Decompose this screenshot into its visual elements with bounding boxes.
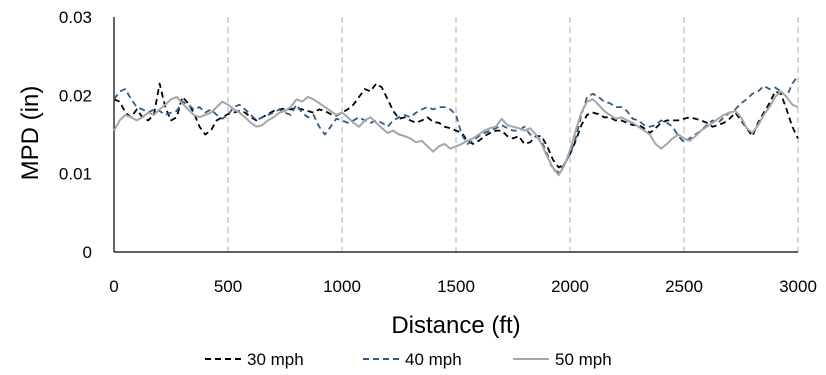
x-tick-label: 0 [109, 277, 118, 296]
y-tick-label: 0.01 [59, 165, 92, 184]
series-line-3 [113, 90, 799, 177]
y-axis-title: MPD (in) [17, 86, 44, 181]
y-tick-label: 0.03 [59, 8, 92, 27]
vertical-gridlines [227, 17, 799, 252]
x-tick-label: 3000 [779, 277, 817, 296]
axes [113, 17, 798, 253]
legend: 30 mph 40 mph 50 mph [205, 350, 612, 369]
x-tick-label: 2000 [551, 277, 589, 296]
legend-label: 30 mph [247, 350, 304, 369]
legend-label: 50 mph [555, 350, 612, 369]
y-tick-label: 0 [83, 243, 92, 262]
x-axis-title: Distance (ft) [391, 312, 520, 339]
series-lines [113, 75, 799, 177]
legend-label: 40 mph [405, 350, 462, 369]
y-tick-label: 0.02 [59, 86, 92, 105]
x-tick-label: 2500 [665, 277, 703, 296]
x-tick-label: 1000 [323, 277, 361, 296]
series-line-1 [113, 82, 799, 169]
x-tick-label: 1500 [437, 277, 475, 296]
x-tick-labels: 0 500 1000 1500 2000 2500 3000 [109, 277, 817, 296]
x-tick-label: 500 [214, 277, 242, 296]
y-tick-labels: 0 0.01 0.02 0.03 [59, 8, 92, 262]
